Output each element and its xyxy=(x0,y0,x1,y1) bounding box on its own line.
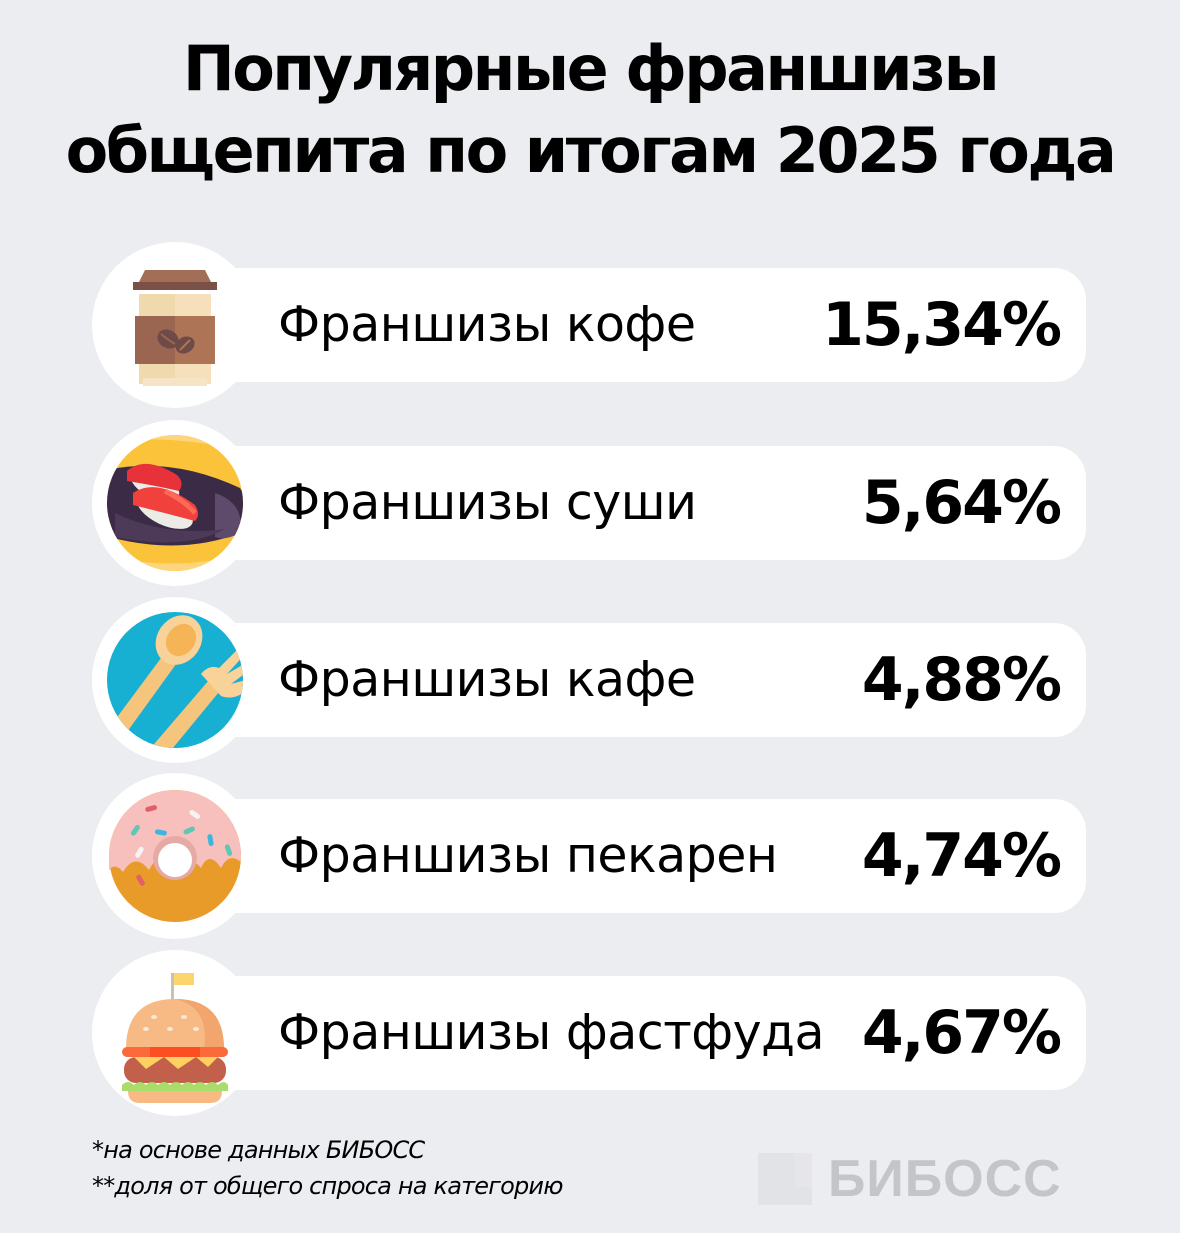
item-card xyxy=(182,623,1086,737)
icon-circle xyxy=(92,950,258,1116)
item-value: 15,34% xyxy=(822,290,1062,360)
list-item: Франшизы кофе 15,34% xyxy=(92,242,1092,412)
burger-icon xyxy=(122,973,228,1103)
list-item: Франшизы пекарен 4,74% xyxy=(92,773,1092,943)
donut-icon xyxy=(109,790,241,922)
spoon-fork-icon xyxy=(107,612,243,748)
brand-logo: БИБОСС xyxy=(758,1153,1062,1205)
item-value: 4,67% xyxy=(861,998,1062,1068)
item-card xyxy=(182,976,1086,1090)
title-line-1: Популярные франшизы xyxy=(182,32,1000,105)
sushi-icon xyxy=(107,435,243,571)
list-item: Франшизы кафе 4,88% xyxy=(92,597,1092,767)
item-label: Франшизы кафе xyxy=(278,651,696,708)
icon-circle xyxy=(92,420,258,586)
logo-text: БИБОСС xyxy=(828,1150,1062,1208)
item-card xyxy=(182,446,1086,560)
title-line-2: общепита по итогам 2025 года xyxy=(65,114,1117,187)
icon-circle xyxy=(92,597,258,763)
coffee-cup-icon xyxy=(133,270,217,386)
list-item: Франшизы фастфуда 4,67% xyxy=(92,950,1092,1120)
item-card xyxy=(182,799,1086,913)
item-card xyxy=(182,268,1086,382)
item-label: Франшизы кофе xyxy=(278,296,696,353)
item-label: Франшизы пекарен xyxy=(278,827,778,884)
page-title: Популярные франшизы общепита по итогам 2… xyxy=(0,28,1180,192)
item-label: Франшизы суши xyxy=(278,474,697,531)
item-value: 4,88% xyxy=(861,645,1062,715)
icon-circle xyxy=(92,242,258,408)
icon-circle xyxy=(92,773,258,939)
item-value: 4,74% xyxy=(861,821,1062,891)
list-item: Франшизы суши 5,64% xyxy=(92,420,1092,590)
footnote-source: *на основе данных БИБОСС xyxy=(92,1136,425,1164)
footnote-definition: **доля от общего спроса на категорию xyxy=(92,1172,563,1200)
item-value: 5,64% xyxy=(861,468,1062,538)
footnotes: *на основе данных БИБОСС **доля от общег… xyxy=(92,1132,563,1204)
logo-mark-icon xyxy=(758,1153,812,1205)
item-label: Франшизы фастфуда xyxy=(278,1004,825,1061)
